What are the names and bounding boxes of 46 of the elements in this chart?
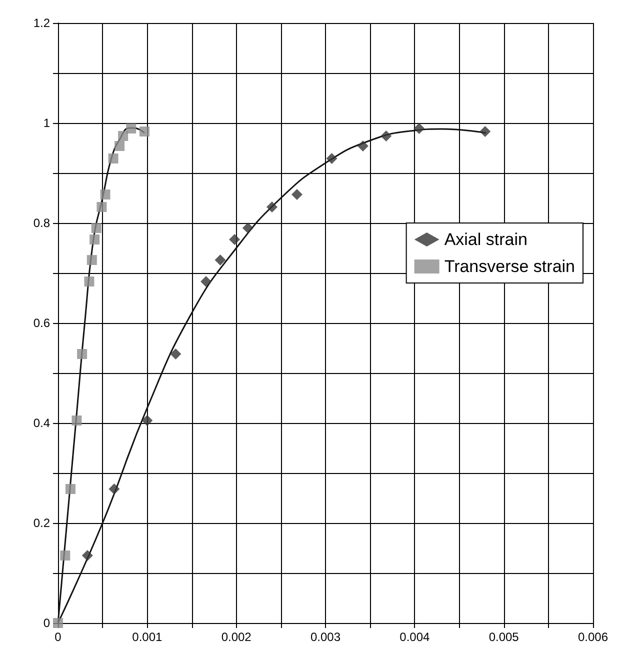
point xyxy=(60,550,70,560)
point xyxy=(357,140,368,152)
point xyxy=(326,153,338,164)
point xyxy=(114,141,125,151)
point xyxy=(242,222,254,234)
point xyxy=(65,484,76,494)
point xyxy=(414,123,425,134)
point xyxy=(229,234,240,245)
point xyxy=(170,348,182,360)
point xyxy=(91,223,102,233)
y-tick-label: 0.8 xyxy=(33,216,50,230)
legend-label: Transverse strain xyxy=(444,257,575,276)
point xyxy=(266,202,278,212)
point xyxy=(200,276,212,287)
y-tick-label: 1 xyxy=(43,116,50,130)
y-tick-label: 0.4 xyxy=(33,416,50,430)
point xyxy=(118,131,128,141)
point xyxy=(214,254,226,266)
x-tick-label: 0.006 xyxy=(578,630,608,644)
point xyxy=(90,234,100,244)
point xyxy=(291,189,302,200)
point xyxy=(480,126,491,137)
point xyxy=(77,349,88,359)
y-tick-label: 0.2 xyxy=(33,516,50,530)
x-tick-label: 0.004 xyxy=(400,630,430,644)
point xyxy=(108,484,120,494)
point xyxy=(82,550,93,561)
point xyxy=(142,415,153,426)
point xyxy=(139,126,150,136)
point xyxy=(96,202,107,212)
y-tick-label: 1.2 xyxy=(33,16,50,30)
y-tick-label: 0 xyxy=(43,616,50,630)
x-tick-label: 0.003 xyxy=(310,630,341,644)
x-tick-label: 0 xyxy=(54,630,62,644)
point xyxy=(100,190,110,200)
x-tick-label: 0.002 xyxy=(221,630,252,644)
point xyxy=(380,130,392,142)
y-tick-label: 0.6 xyxy=(33,316,50,330)
point xyxy=(72,416,82,426)
point xyxy=(84,276,94,286)
x-tick-label: 0.001 xyxy=(132,630,163,644)
point xyxy=(86,255,97,265)
legend-label: Axial strain xyxy=(444,230,528,249)
point xyxy=(126,124,136,134)
point xyxy=(108,154,118,164)
x-tick-label: 0.005 xyxy=(488,630,520,644)
